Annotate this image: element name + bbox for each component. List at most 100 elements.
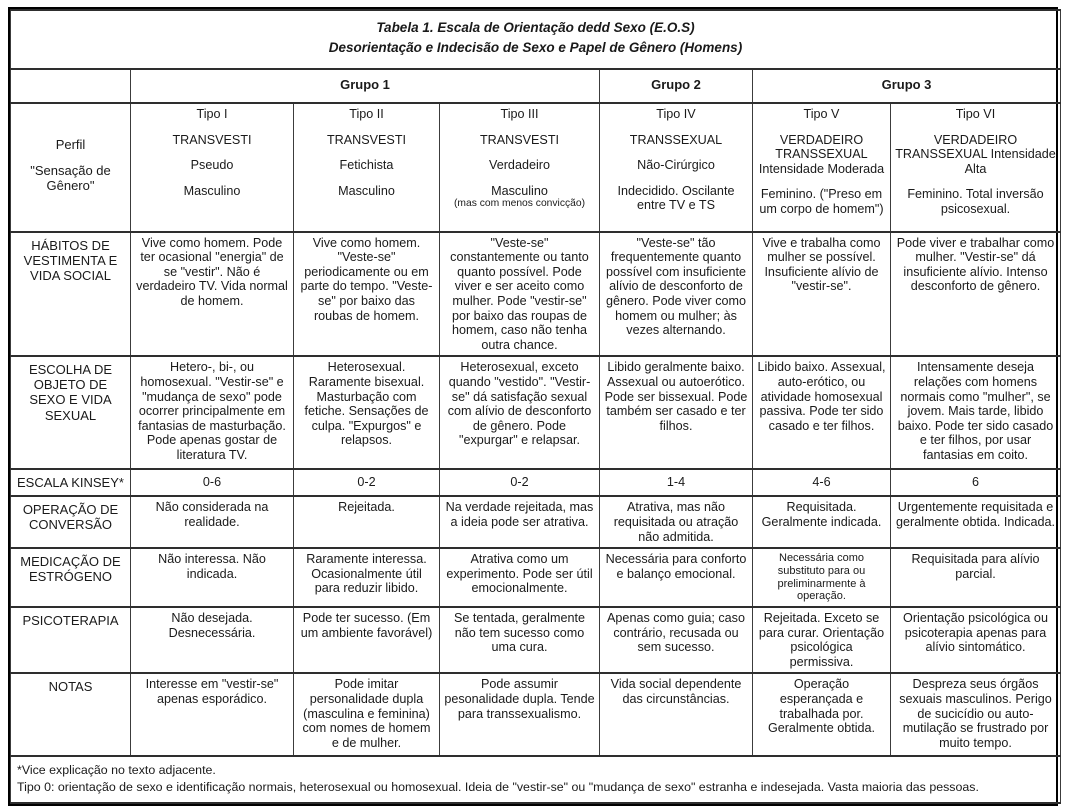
perfil-label-title: Perfil [55,137,86,152]
medicacao-cell-6: Requisitada para alívio parcial. [890,547,1061,609]
table-frame: Tabela 1. Escala de Orientação dedd Sexo… [8,7,1061,806]
perfil-label-sub: "Sensação de Gênero" [30,163,111,194]
notas-cell-3: Pode assumir pesonalidade dupla. Tende p… [439,672,600,758]
perfil-row: Perfil "Sensação de Gênero" Tipo I TRANS… [10,102,1061,233]
psicoterapia-cell-2: Pode ter sucesso. (Em um ambiente favorá… [293,606,440,675]
psicoterapia-cell-3: Se tentada, geralmente não tem sucesso c… [439,606,600,675]
psicoterapia-cell-4: Apenas como guia; caso contrário, recusa… [599,606,753,675]
medicacao-cell-1: Não interessa. Não indicada. [130,547,294,609]
row-label-escolha: ESCOLHA DE OBJETO DE SEXO E VIDA SEXUAL [10,355,131,471]
kinsey-cell-1: 0-6 [130,468,294,498]
psicoterapia-cell-6: Orientação psicológica ou psicoterapia a… [890,606,1061,675]
row-label-perfil: Perfil "Sensação de Gênero" [10,102,131,233]
footnote-asterisk: *Vice explicação no texto adjacente. [17,763,216,778]
operacao-cell-5: Requisitada. Geralmente indicada. [752,495,891,550]
escolha-cell-3: Heterosexual, exceto quando "vestido". "… [439,355,600,471]
notas-cell-4: Vida social dependente das circunstância… [599,672,753,758]
group-header-grupo2: Grupo 2 [599,68,753,104]
tipo3-gender: Masculino [491,183,548,198]
perfil-cell-tipo3: Tipo III TRANSVESTI Verdadeiro Masculino… [439,102,600,233]
medicacao-cell-2: Raramente interessa. Ocasionalmente útil… [293,547,440,609]
title-row: Tabela 1. Escala de Orientação dedd Sexo… [10,9,1061,70]
operacao-cell-4: Atrativa, mas não requisitada ou atração… [599,495,753,550]
tipo5-gender: Feminino. ("Preso em um corpo de homem") [759,187,884,216]
perfil-cell-tipo6: Tipo VI VERDADEIRO TRANSSEXUAL Intensida… [890,102,1061,233]
footnotes-row: *Vice explicação no texto adjacente. Tip… [10,755,1061,804]
perfil-cell-tipo4: Tipo IV TRANSSEXUAL Não-Cirúrgico Indeci… [599,102,753,233]
tipo3-note: (mas com menos convicção) [453,198,586,210]
row-label-habitos: HÁBITOS DE VESTIMENTA E VIDA SOCIAL [10,230,131,358]
footnote-tipo0: Tipo 0: orientação de sexo e identificaç… [17,780,979,795]
medicacao-row: MEDICAÇÃO DE ESTRÓGENO Não interessa. Nã… [10,547,1061,609]
operacao-cell-1: Não considerada na realidade. [130,495,294,550]
tipo4-subtype: Não-Cirúrgico [637,158,715,173]
escolha-cell-2: Heterosexual. Raramente bisexual. Mastur… [293,355,440,471]
tipo2-subtype: Fetichista [339,158,394,173]
eos-table: Tabela 1. Escala de Orientação dedd Sexo… [10,9,1061,804]
tipo5-heading: Tipo V [803,107,840,121]
row-label-operacao: OPERAÇÃO DE CONVERSÃO [10,495,131,550]
tipo1-name: TRANSVESTI [172,132,252,147]
perfil-cell-tipo5: Tipo V VERDADEIRO TRANSSEXUAL Intensidad… [752,102,891,233]
row-label-medicacao: MEDICAÇÃO DE ESTRÓGENO [10,547,131,609]
tipo6-heading: Tipo VI [955,107,996,121]
notas-cell-2: Pode imitar personalidade dupla (masculi… [293,672,440,758]
kinsey-cell-3: 0-2 [439,468,600,498]
row-label-notas: NOTAS [10,672,131,758]
tipo5-name: VERDADEIRO TRANSSEXUAL Intensidade Moder… [758,132,885,176]
tipo6-name: VERDADEIRO TRANSSEXUAL Intensidade Alta [895,132,1056,176]
row-label-psicoterapia: PSICOTERAPIA [10,606,131,675]
habitos-cell-5: Vive e trabalha como mulher se possível.… [752,230,891,358]
group-header-row: Grupo 1 Grupo 2 Grupo 3 [10,68,1061,104]
tipo2-name: TRANSVESTI [326,132,407,147]
table-title-cell: Tabela 1. Escala de Orientação dedd Sexo… [10,9,1061,70]
row-label-kinsey: ESCALA KINSEY* [10,468,131,498]
tipo3-subtype: Verdadeiro [489,158,550,173]
tipo2-heading: Tipo II [349,107,384,121]
psicoterapia-cell-5: Rejeitada. Exceto se para curar. Orienta… [752,606,891,675]
notas-row: NOTAS Interesse em "vestir-se" apenas es… [10,672,1061,758]
tipo1-heading: Tipo I [196,107,228,121]
notas-cell-1: Interesse em "vestir-se" apenas esporádi… [130,672,294,758]
kinsey-cell-2: 0-2 [293,468,440,498]
operacao-cell-2: Rejeitada. [293,495,440,550]
medicacao-cell-5: Necessária como substituto para ou preli… [752,547,891,609]
psicoterapia-row: PSICOTERAPIA Não desejada. Desnecessária… [10,606,1061,675]
group-header-grupo1: Grupo 1 [130,68,600,104]
notas-cell-5: Operação esperançada e trabalhada por. G… [752,672,891,758]
medicacao-cell-3: Atrativa como um experimento. Pode ser ú… [439,547,600,609]
group-header-grupo3: Grupo 3 [752,68,1061,104]
kinsey-cell-5: 4-6 [752,468,891,498]
kinsey-cell-4: 1-4 [599,468,753,498]
kinsey-row: ESCALA KINSEY* 0-6 0-2 0-2 1-4 4-6 6 [10,468,1061,498]
tipo1-subtype: Pseudo [190,158,234,173]
perfil-cell-tipo2: Tipo II TRANSVESTI Fetichista Masculino [293,102,440,233]
tipo3-name: TRANSVESTI [479,132,560,147]
table-subtitle: Desorientação e Indecisão de Sexo e Pape… [328,39,743,55]
escolha-cell-5: Libido baixo. Assexual, auto-erótico, ou… [752,355,891,471]
operacao-row: OPERAÇÃO DE CONVERSÃO Não considerada na… [10,495,1061,550]
operacao-cell-3: Na verdade rejeitada, mas a ideia pode s… [439,495,600,550]
tipo3-heading: Tipo III [500,107,539,121]
table-title: Tabela 1. Escala de Orientação dedd Sexo… [376,20,695,35]
tipo1-gender: Masculino [183,183,241,198]
perfil-cell-tipo1: Tipo I TRANSVESTI Pseudo Masculino [130,102,294,233]
notas-cell-6: Despreza seus órgãos sexuais masculinos.… [890,672,1061,758]
operacao-cell-6: Urgentemente requisitada e geralmente ob… [890,495,1061,550]
tipo4-name: TRANSSEXUAL [629,132,723,147]
habitos-cell-2: Vive como homem. "Veste-se" periodicamen… [293,230,440,358]
escolha-cell-4: Libido geralmente baixo. Assexual ou aut… [599,355,753,471]
escolha-row: ESCOLHA DE OBJETO DE SEXO E VIDA SEXUAL … [10,355,1061,471]
tipo4-heading: Tipo IV [656,107,696,121]
tipo6-gender: Feminino. Total inversão psicosexual. [907,187,1044,216]
habitos-cell-3: "Veste-se" constantemente ou tanto quant… [439,230,600,358]
habitos-row: HÁBITOS DE VESTIMENTA E VIDA SOCIAL Vive… [10,230,1061,358]
habitos-cell-6: Pode viver e trabalhar como mulher. "Ves… [890,230,1061,358]
psicoterapia-cell-1: Não desejada. Desnecessária. [130,606,294,675]
escolha-cell-6: Intensamente deseja relações com homens … [890,355,1061,471]
tipo2-gender: Masculino [338,183,395,198]
group-header-empty-cell [10,68,131,104]
medicacao-cell-4: Necessária para conforto e balanço emoci… [599,547,753,609]
escolha-cell-1: Hetero-, bi-, ou homosexual. "Vestir-se"… [130,355,294,471]
habitos-cell-1: Vive como homem. Pode ter ocasional "ene… [130,230,294,358]
